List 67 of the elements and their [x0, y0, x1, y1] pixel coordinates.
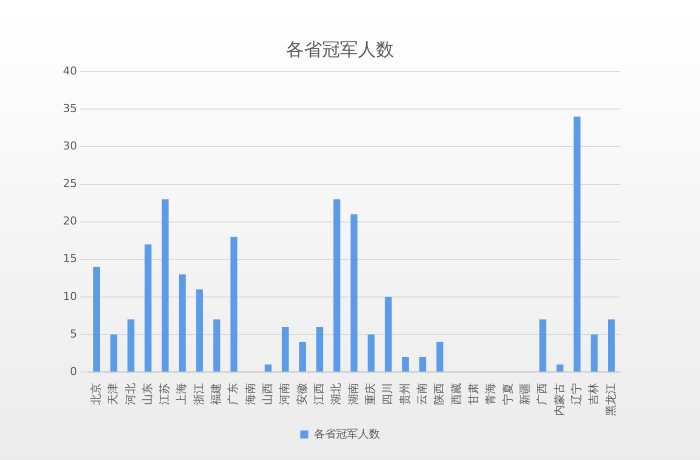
- x-tick-label: 辽宁: [570, 383, 583, 405]
- x-tick-label: 吉林: [587, 383, 600, 405]
- x-tick-label: 新疆: [518, 383, 532, 405]
- legend-label: 各省冠军人数: [314, 427, 380, 440]
- bar: [144, 244, 152, 372]
- x-tick-label: 福建: [210, 383, 223, 405]
- x-tick-label: 天津: [106, 383, 120, 405]
- x-tick-label: 重庆: [364, 383, 378, 405]
- x-tick-label: 北京: [89, 383, 102, 405]
- bar: [93, 266, 100, 372]
- y-tick-label: 25: [62, 177, 77, 190]
- bar: [419, 356, 426, 372]
- bar: [436, 342, 444, 372]
- bar: [178, 274, 186, 372]
- bar: [127, 319, 134, 372]
- bar: [590, 334, 598, 372]
- x-tick-label: 河南: [278, 383, 292, 405]
- bar: [368, 334, 375, 372]
- y-tick-label: 10: [62, 290, 77, 303]
- y-tick-label: 30: [62, 140, 77, 153]
- bar: [539, 319, 546, 372]
- x-tick-label: 广东: [226, 383, 240, 405]
- bar: [230, 236, 238, 372]
- x-tick-label: 甘肃: [466, 383, 480, 405]
- bar: [402, 356, 409, 372]
- bar: [196, 289, 203, 372]
- bar: [299, 342, 306, 372]
- y-tick-label: 35: [62, 102, 77, 116]
- x-tick-label: 陕西: [432, 383, 446, 405]
- bar: [333, 199, 340, 372]
- x-tick-label: 江西: [312, 383, 326, 405]
- y-tick-label: 0: [70, 364, 77, 378]
- x-tick-label: 西藏: [450, 383, 463, 405]
- bar: [608, 319, 615, 372]
- x-tick-label: 河北: [124, 383, 137, 405]
- y-tick-label: 15: [62, 252, 77, 266]
- bar: [384, 296, 392, 372]
- x-tick-label: 安徽: [295, 383, 308, 405]
- bar: [556, 364, 564, 372]
- x-tick-label: 山东: [140, 383, 154, 405]
- y-tick-label: 5: [70, 327, 77, 340]
- x-tick-label: 云南: [416, 383, 429, 405]
- y-tick-label: 20: [62, 214, 77, 228]
- x-tick-label: 四川: [381, 383, 394, 405]
- x-tick-label: 上海: [175, 383, 188, 405]
- bar: [316, 326, 324, 372]
- bar: [574, 116, 581, 372]
- x-tick-label: 浙江: [192, 383, 206, 405]
- x-tick-label: 黑龙江: [604, 383, 618, 416]
- bar: [213, 319, 220, 372]
- x-tick-label: 湖北: [330, 383, 343, 405]
- x-tick-label: 海南: [244, 383, 257, 405]
- x-tick-label: 广西: [536, 383, 549, 405]
- x-tick-label: 青海: [484, 383, 498, 405]
- bar: [282, 326, 289, 372]
- x-tick-label: 江苏: [158, 383, 172, 405]
- bar: [350, 214, 358, 372]
- chart-title: 各省冠军人数: [286, 39, 394, 60]
- x-tick-label: 山西: [261, 383, 274, 405]
- x-tick-label: 宁夏: [501, 383, 514, 405]
- bar: [162, 199, 169, 372]
- bar: [264, 364, 272, 372]
- y-tick-label: 40: [62, 64, 77, 78]
- x-tick-label: 贵州: [398, 383, 412, 405]
- x-tick-label: 内蒙古: [552, 383, 566, 416]
- bar: [110, 334, 118, 372]
- x-tick-label: 湖南: [346, 383, 360, 405]
